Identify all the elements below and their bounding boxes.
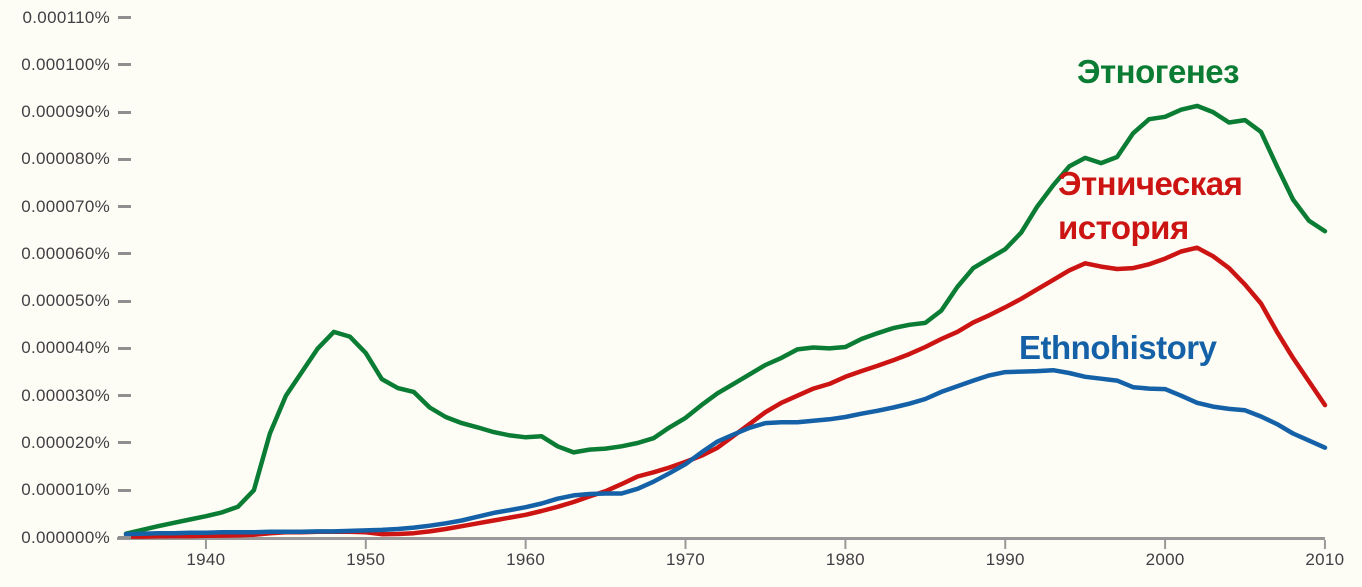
series-label-etnicheskaya-line1: Этническая (1058, 165, 1243, 202)
series-label-etnicheskaya-istoriya: Этническая история (1058, 162, 1243, 250)
series-line-1[interactable] (123, 245, 1328, 539)
series-label-etnicheskaya-line2: история (1058, 209, 1189, 246)
x-axis-label: 2010 (1305, 550, 1345, 569)
x-axis-label: 1980 (825, 550, 865, 569)
x-axis-label: 1940 (186, 550, 226, 569)
series-label-ethnohistory-text: Ethnohistory (1019, 329, 1217, 366)
x-axis-label: 1970 (665, 550, 706, 569)
x-axis-label: 1960 (506, 550, 546, 569)
x-axis-label: 2000 (1145, 550, 1185, 569)
series-label-ethnohistory: Ethnohistory (1019, 326, 1217, 370)
x-axis-label: 1950 (346, 550, 386, 569)
x-axis-label: 1990 (985, 550, 1025, 569)
series-line-2[interactable] (123, 367, 1328, 537)
series-label-etnogenez-text: Этногенез (1077, 53, 1240, 90)
series-line-0[interactable] (123, 103, 1328, 536)
series-label-etnogenez: Этногенез (1077, 50, 1240, 94)
